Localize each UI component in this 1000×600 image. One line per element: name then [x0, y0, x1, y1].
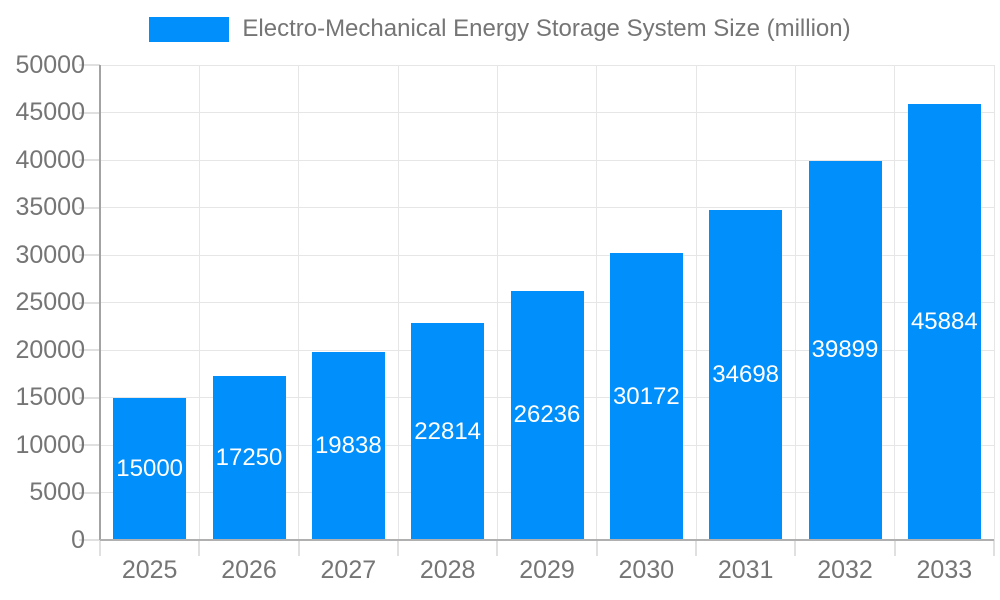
- x-tick: [794, 540, 797, 556]
- y-axis-label: 30000: [15, 240, 85, 269]
- bar-value-label: 17250: [215, 444, 283, 472]
- x-tick: [297, 540, 300, 556]
- bar[interactable]: [212, 376, 286, 539]
- x-tick: [198, 540, 201, 556]
- bar[interactable]: [411, 323, 485, 539]
- x-axis-label: 2032: [817, 556, 873, 584]
- y-gridline: [100, 112, 994, 113]
- bar-value-label: 22814: [414, 417, 482, 445]
- x-gridline: [794, 65, 796, 540]
- y-axis-label: 15000: [15, 383, 85, 411]
- x-axis-label: 2030: [618, 556, 675, 584]
- x-tick: [993, 540, 995, 556]
- y-gridline: [100, 254, 994, 256]
- y-tick: [79, 491, 100, 494]
- x-gridline: [596, 65, 598, 540]
- y-gridline: [100, 207, 994, 208]
- bar[interactable]: [609, 253, 683, 539]
- x-gridline: [397, 65, 399, 540]
- legend-swatch: [149, 16, 230, 42]
- bar[interactable]: [311, 351, 385, 539]
- bar-value-label: 45884: [910, 308, 978, 336]
- y-tick: [79, 64, 100, 66]
- x-tick: [496, 540, 499, 556]
- x-gridline: [496, 65, 498, 540]
- bar-value-label: 39899: [811, 336, 879, 364]
- x-gridline: [894, 65, 896, 540]
- y-axis-label: 50000: [15, 50, 85, 79]
- bar-value-label: 19838: [314, 431, 382, 459]
- legend-label: Electro-Mechanical Energy Storage System…: [242, 15, 851, 42]
- bar-value-label: 30172: [612, 382, 680, 410]
- x-gridline: [993, 65, 995, 540]
- x-tick: [893, 540, 896, 556]
- y-tick: [79, 396, 100, 399]
- y-axis-label: 0: [71, 525, 85, 554]
- x-tick: [99, 540, 101, 556]
- y-gridline: [100, 159, 994, 161]
- bar[interactable]: [709, 210, 783, 539]
- y-axis-label: 35000: [15, 193, 85, 221]
- y-gridline: [100, 64, 994, 66]
- y-tick: [79, 206, 100, 209]
- x-axis-label: 2027: [320, 556, 377, 584]
- x-axis-label: 2026: [221, 556, 277, 584]
- legend-item[interactable]: Electro-Mechanical Energy Storage System…: [0, 14, 1000, 44]
- y-axis-line: [99, 65, 101, 540]
- bar[interactable]: [907, 104, 981, 539]
- x-tick: [397, 540, 399, 556]
- x-axis-label: 2033: [916, 556, 973, 584]
- bar-value-label: 34698: [712, 361, 780, 389]
- x-axis-line: [100, 539, 994, 541]
- y-axis-label: 25000: [15, 288, 85, 316]
- y-tick: [79, 349, 100, 351]
- y-tick: [79, 444, 100, 446]
- y-axis-label: 20000: [15, 335, 85, 364]
- x-axis-label: 2031: [717, 556, 774, 584]
- x-gridline: [298, 65, 300, 540]
- x-axis-label: 2025: [121, 556, 178, 584]
- x-axis-label: 2029: [519, 556, 575, 584]
- y-tick: [79, 539, 100, 541]
- bar-value-label: 15000: [116, 454, 184, 482]
- y-tick: [79, 111, 100, 114]
- bar-value-label: 26236: [513, 401, 581, 429]
- y-axis-label: 10000: [15, 430, 85, 459]
- x-axis-label: 2028: [419, 556, 476, 584]
- y-tick: [79, 254, 100, 256]
- bar[interactable]: [510, 290, 584, 539]
- x-tick: [595, 540, 598, 556]
- y-tick: [79, 159, 100, 161]
- bar[interactable]: [808, 160, 882, 539]
- x-gridline: [198, 65, 200, 540]
- y-axis-label: 5000: [29, 478, 85, 506]
- y-axis-label: 45000: [15, 98, 85, 126]
- y-axis-label: 40000: [15, 145, 85, 174]
- bar[interactable]: [113, 397, 187, 539]
- x-gridline: [695, 65, 697, 540]
- x-tick: [695, 540, 697, 556]
- y-tick: [79, 301, 100, 304]
